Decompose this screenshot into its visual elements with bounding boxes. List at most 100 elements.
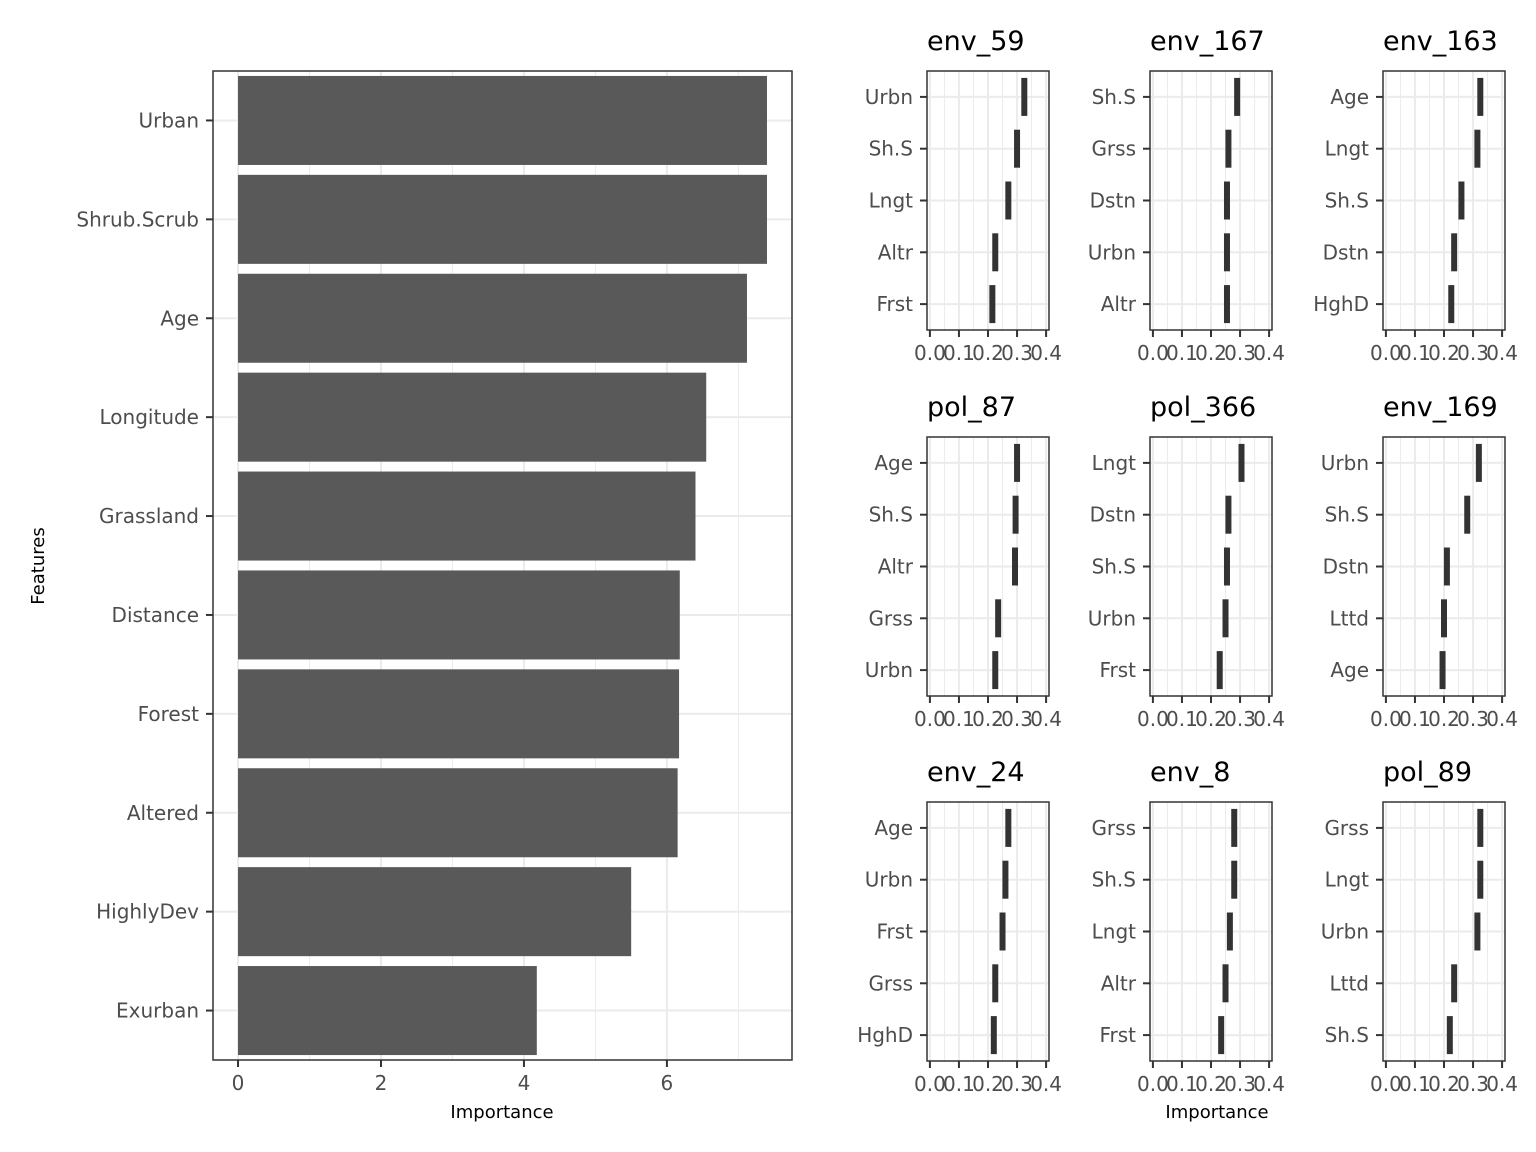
facet-title: env_59 (927, 26, 1025, 57)
facet-panel: Age Urbn Frst Grss HghD 0.00.10.20.30.4 env_24 (857, 757, 1062, 1096)
facet-x-tick-label: 0.0 (1370, 1072, 1402, 1096)
importance-marker (1218, 1016, 1225, 1055)
facet-y-tick-label: Grss (1091, 816, 1136, 840)
facet-x-tick-label: 0.2 (972, 707, 1004, 731)
importance-marker (1448, 285, 1455, 324)
facet-y-tick-label: Lngt (1325, 137, 1370, 161)
importance-marker (1223, 181, 1230, 220)
facet-x-tick-label: 0.4 (1253, 341, 1285, 365)
facet-x-tick-label: 0.1 (1399, 707, 1431, 731)
importance-marker (1216, 651, 1223, 690)
facet-x-tick-label: 0.3 (1001, 707, 1033, 731)
facet-y-tick-label: Sh.S (1325, 1023, 1369, 1047)
importance-marker (1002, 860, 1009, 899)
facet-x-tick-label: 0.1 (943, 341, 975, 365)
x-tick-label: 2 (375, 1071, 388, 1095)
facet-x-tick-label: 0.4 (1030, 341, 1062, 365)
importance-marker (1451, 233, 1458, 272)
facet-x-tick-label: 0.4 (1030, 1072, 1062, 1096)
facet-title: env_169 (1383, 392, 1498, 423)
main-y-axis-title: Features (28, 527, 49, 604)
facet-y-tick-label: Age (874, 451, 913, 475)
importance-marker (1474, 129, 1481, 168)
importance-marker (1222, 964, 1229, 1003)
facet-y-tick-label: Frst (876, 920, 913, 944)
importance-marker (1012, 547, 1019, 586)
main-panel-border (212, 70, 793, 1061)
facet-x-tick-label: 0.2 (1428, 1072, 1460, 1096)
facet-x-tick-label: 0.3 (1457, 1072, 1489, 1096)
facet-grid: UrbnSh.SLngtAltrFrst0.00.10.20.30.4env_5… (857, 26, 1518, 1096)
y-tick-label: Exurban (116, 999, 199, 1023)
facet-x-tick-label: 0.3 (1457, 341, 1489, 365)
importance-marker (1021, 77, 1028, 116)
facet-panel: Urbn Sh.S Dstn Lttd Age 0.00.10.20.30.4 env_16… (1321, 392, 1518, 731)
facet-x-tick-label: 0.4 (1486, 1072, 1518, 1096)
facet-y-tick-label: Urbn (865, 85, 913, 109)
importance-marker (1223, 233, 1230, 272)
importance-marker (1231, 860, 1238, 899)
facet-x-tick-label: 0.3 (1224, 1072, 1256, 1096)
importance-marker (1225, 495, 1232, 534)
facet-x-tick-label: 0.1 (1399, 1072, 1431, 1096)
facet-y-tick-label: Lngt (1092, 920, 1137, 944)
facet-x-tick-label: 0.1 (1166, 1072, 1198, 1096)
facet-y-tick-label: HghD (857, 1023, 913, 1047)
facet-y-tick-label: Age (874, 816, 913, 840)
importance-marker (992, 651, 999, 690)
facet-panel: Sh.S Grss Dstn Urbn Altr 0.00.10.20.30.4 env_1… (1088, 26, 1285, 365)
main-x-axis-title: Importance (450, 1102, 553, 1123)
facet-x-tick-label: 0.2 (972, 1072, 1004, 1096)
facet-panel: Lngt Dstn Sh.S Urbn Frst 0.00.10.20.30.4 pol_3… (1088, 392, 1285, 731)
facet-panel: Age Lngt Sh.S Dstn HghD 0.00.10.20.30.4 env_16… (1313, 26, 1518, 365)
importance-marker (1014, 129, 1021, 168)
facet-x-tick-label: 0.2 (1195, 1072, 1227, 1096)
facet-x-tick-label: 0.2 (1428, 707, 1460, 731)
importance-bar (238, 966, 537, 1056)
importance-marker (1012, 495, 1019, 534)
importance-marker (999, 912, 1006, 951)
y-tick-label: HighlyDev (96, 900, 199, 924)
facet-panel: Grss Sh.S Lngt Altr Frst 0.00.10.20.30.4 env_8 (1091, 757, 1285, 1096)
importance-marker (1477, 860, 1484, 899)
y-tick-label: Urban (139, 108, 200, 132)
facet-y-tick-label: Sh.S (869, 137, 913, 161)
facet-x-tick-label: 0.2 (1428, 341, 1460, 365)
y-tick-label: Grassland (99, 504, 199, 528)
facet-x-tick-label: 0.0 (1137, 707, 1169, 731)
facet-y-tick-label: Frst (1099, 1023, 1136, 1047)
facet-y-tick-label: Urbn (1321, 920, 1369, 944)
facet-x-tick-label: 0.0 (914, 1072, 946, 1096)
x-tick-label: 4 (518, 1071, 531, 1095)
facet-x-tick-label: 0.0 (1137, 1072, 1169, 1096)
importance-marker (1443, 547, 1450, 586)
y-tick-label: Longitude (100, 405, 199, 429)
facet-y-tick-label: Urbn (1088, 606, 1136, 630)
importance-bar (238, 372, 707, 462)
facet-x-tick-label: 0.1 (1166, 707, 1198, 731)
facet-y-tick-label: Urbn (865, 868, 913, 892)
facet-x-tick-label: 0.0 (1370, 341, 1402, 365)
facet-y-tick-label: Urbn (1088, 240, 1136, 264)
facet-y-tick-label: Sh.S (1325, 189, 1369, 213)
importance-bar (238, 867, 632, 957)
facet-y-tick-label: Frst (1099, 658, 1136, 682)
facet-x-tick-label: 0.1 (1166, 341, 1198, 365)
importance-bar (238, 768, 678, 858)
facet-x-tick-label: 0.3 (1224, 707, 1256, 731)
facet-y-tick-label: Sh.S (1092, 85, 1136, 109)
facet-y-tick-label: Lttd (1329, 606, 1369, 630)
importance-bar (238, 75, 767, 165)
facet-title: env_163 (1383, 26, 1498, 57)
facet-y-tick-label: Sh.S (1092, 868, 1136, 892)
importance-marker (1238, 443, 1245, 482)
importance-marker (992, 964, 999, 1003)
facet-y-tick-label: Dstn (1090, 189, 1136, 213)
importance-marker (1005, 181, 1012, 220)
facet-y-tick-label: Sh.S (1325, 503, 1369, 527)
importance-bar (238, 570, 680, 660)
facet-x-tick-label: 0.0 (1370, 707, 1402, 731)
facet-panel: Urbn Sh.S Lngt Altr Frst 0.00.10.20.30.4 env_5… (865, 26, 1062, 365)
facet-y-tick-label: Sh.S (869, 503, 913, 527)
